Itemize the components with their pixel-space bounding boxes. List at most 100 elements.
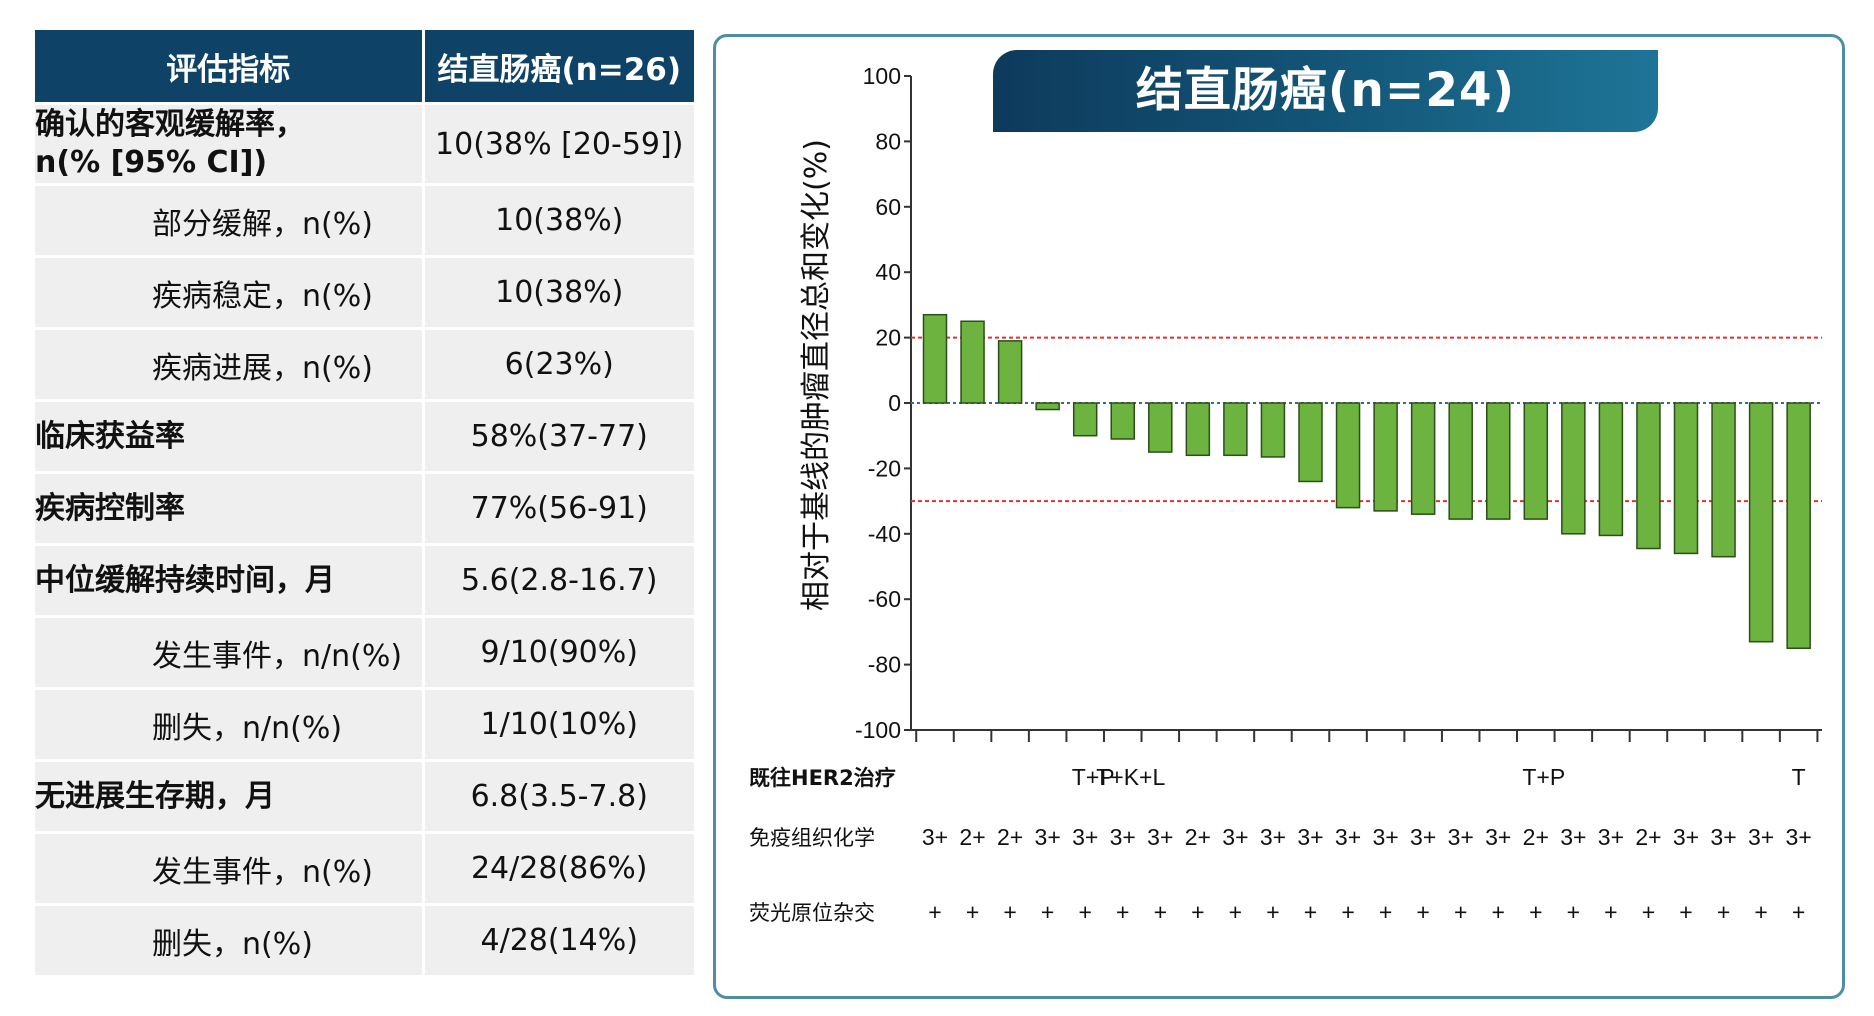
row-label: 部分缓解，n(%) — [35, 183, 425, 257]
y-tick-label: -40 — [868, 521, 901, 547]
table-row: 确认的客观缓解率， n(% [95% CI]) 10(38% [20-59]) — [35, 102, 694, 185]
row-value: 6(23%) — [423, 327, 694, 401]
bar — [1298, 402, 1323, 483]
bar — [960, 320, 985, 404]
y-tick-label: 0 — [888, 390, 901, 416]
annotation-cell: + — [1116, 899, 1129, 925]
annotation-cell: T — [1792, 764, 1806, 790]
table-header-row: 评估指标 结直肠癌(n=26) — [35, 30, 694, 104]
bar — [1486, 402, 1511, 520]
bar — [1748, 402, 1774, 643]
bar — [1561, 402, 1586, 535]
bar — [1448, 402, 1473, 520]
annotation-cell: 2+ — [1523, 824, 1549, 850]
bar — [1636, 402, 1661, 550]
y-tick-label: 60 — [875, 194, 901, 220]
annotation-cell: + — [966, 899, 979, 925]
table-row: 临床获益率 58%(37-77) — [35, 399, 694, 473]
annotation-cell: + — [1529, 899, 1542, 925]
annotation-cell: + — [1754, 899, 1767, 925]
chart-title: 结直肠癌(n=24) — [993, 50, 1658, 132]
row-value: 6.8(3.5-7.8) — [423, 759, 694, 833]
table-body: 确认的客观缓解率， n(% [95% CI]) 10(38% [20-59]) 部分缓… — [35, 102, 694, 975]
bar — [1185, 402, 1211, 457]
annotation-cell: 3+ — [1072, 824, 1098, 850]
annotation-row-label: 既往HER2治疗 — [749, 766, 896, 790]
annotation-cell: + — [1792, 899, 1805, 925]
annotation-cell: 3+ — [1035, 824, 1061, 850]
annotation-cell: + — [1679, 899, 1692, 925]
bar — [1110, 402, 1135, 440]
table-row: 删失，n/n(%) 1/10(10%) — [35, 687, 694, 761]
annotation-cell: + — [1642, 899, 1655, 925]
annotation-cell: + — [1229, 899, 1242, 925]
row-value: 4/28(14%) — [423, 903, 694, 975]
table-row: 疾病稳定，n(%) 10(38%) — [35, 255, 694, 329]
annotation-cell: + — [1078, 899, 1091, 925]
row-label: 临床获益率 — [35, 399, 425, 473]
bar — [997, 340, 1023, 404]
table-row: 发生事件，n/n(%) 9/10(90%) — [35, 615, 694, 689]
y-tick-label: -80 — [868, 652, 901, 678]
y-tick-label: -20 — [868, 455, 901, 481]
annotation-cell: T+P — [1522, 764, 1565, 790]
row-label: 无进展生存期，月 — [35, 759, 425, 833]
row-value: 58%(37-77) — [423, 399, 694, 473]
bar — [1523, 402, 1549, 520]
bar — [1223, 402, 1248, 457]
annotation-cell: 3+ — [1110, 824, 1136, 850]
annotation-cell: + — [1454, 899, 1467, 925]
annotation-cell: 3+ — [1410, 824, 1436, 850]
y-tick-label: 80 — [875, 128, 901, 154]
row-label: 疾病稳定，n(%) — [35, 255, 425, 329]
bar — [1035, 402, 1060, 411]
annotation-cell: 3+ — [1222, 824, 1248, 850]
bar — [1373, 402, 1398, 512]
bar — [1598, 402, 1624, 537]
annotation-cell: + — [1003, 899, 1016, 925]
row-label: 发生事件，n(%) — [35, 831, 425, 905]
annotation-cell: 3+ — [1748, 824, 1774, 850]
results-table: 评估指标 结直肠癌(n=26) 确认的客观缓解率， n(% [95% CI]) 10… — [35, 30, 694, 975]
annotation-cell: + — [1492, 899, 1505, 925]
table-row: 无进展生存期，月 6.8(3.5-7.8) — [35, 759, 694, 833]
row-value: 1/10(10%) — [423, 687, 694, 761]
annotation-cell: + — [1379, 899, 1392, 925]
annotation-row-label: 免疫组织化学 — [749, 826, 875, 850]
column-header-metric: 评估指标 — [35, 30, 425, 104]
table-row: 发生事件，n(%) 24/28(86%) — [35, 831, 694, 905]
table-row: 删失，n(%) 4/28(14%) — [35, 903, 694, 975]
annotation-cell: + — [1416, 899, 1429, 925]
y-tick-label: 100 — [863, 63, 901, 89]
row-value: 10(38%) — [423, 183, 694, 257]
table-row: 疾病进展，n(%) 6(23%) — [35, 327, 694, 401]
annotation-cell: 3+ — [1147, 824, 1173, 850]
annotation-row-label: 荧光原位杂交 — [749, 901, 875, 925]
annotation-cell: 3+ — [1297, 824, 1323, 850]
annotation-cell: 3+ — [1372, 824, 1398, 850]
bar — [1335, 402, 1361, 509]
row-label: 确认的客观缓解率， n(% [95% CI]) — [35, 102, 425, 185]
annotation-cell: 2+ — [959, 824, 985, 850]
y-axis-title: 相对于基线的肿瘤直径总和变化(%) — [799, 139, 834, 611]
bar — [1410, 402, 1436, 515]
annotation-cell: 3+ — [1710, 824, 1736, 850]
annotation-cell: + — [1341, 899, 1354, 925]
annotation-cell: + — [1604, 899, 1617, 925]
annotation-cell: 3+ — [1260, 824, 1286, 850]
annotation-cell: 3+ — [1598, 824, 1624, 850]
annotation-cell: 3+ — [1448, 824, 1474, 850]
bar — [1786, 402, 1811, 649]
annotation-cell: + — [928, 899, 941, 925]
y-tick-label: -100 — [855, 717, 901, 743]
annotation-cell: + — [1154, 899, 1167, 925]
annotation-cell: T+K+L — [1096, 764, 1165, 790]
row-value: 5.6(2.8-16.7) — [423, 543, 694, 617]
bar — [1148, 402, 1173, 453]
column-header-crc: 结直肠癌(n=26) — [423, 30, 694, 104]
annotation-cell: + — [1041, 899, 1054, 925]
y-tick-label: 20 — [875, 325, 901, 351]
row-label: 疾病进展，n(%) — [35, 327, 425, 401]
annotation-cell: 2+ — [1635, 824, 1661, 850]
